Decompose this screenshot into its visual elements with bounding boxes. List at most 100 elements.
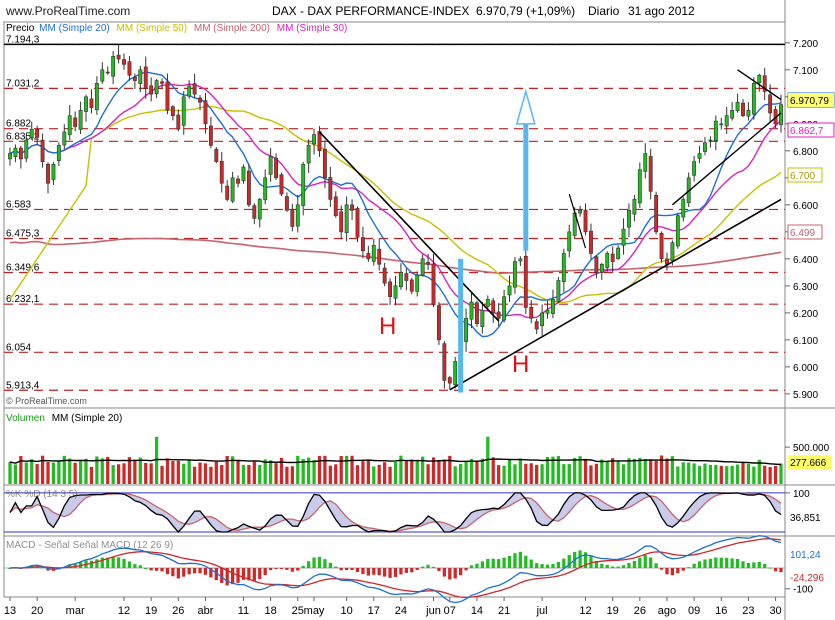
volume-bar bbox=[328, 465, 332, 484]
volume-bar bbox=[377, 464, 381, 484]
volume-bar bbox=[627, 458, 631, 484]
candle-body bbox=[382, 267, 387, 284]
blue-arrow-head bbox=[515, 88, 536, 125]
candle bbox=[491, 297, 496, 323]
volume-bar bbox=[171, 461, 175, 484]
macd-hist-bar bbox=[442, 568, 446, 577]
macd-hist-bar bbox=[719, 557, 723, 568]
candle bbox=[198, 95, 202, 111]
macd-hist-bar bbox=[171, 568, 175, 577]
candle bbox=[746, 102, 751, 121]
candle-body bbox=[523, 255, 528, 308]
candle-body bbox=[713, 120, 718, 141]
macd-hist-bar bbox=[192, 568, 197, 574]
x-tick-label: 13 bbox=[4, 605, 16, 617]
macd-hist-bar bbox=[611, 566, 615, 568]
macd-hist-bar bbox=[480, 561, 485, 568]
x-tick-label: 10 bbox=[341, 605, 353, 617]
x-tick-label: 19 bbox=[607, 605, 619, 617]
x-tick-label: 19 bbox=[145, 605, 157, 617]
stoch-k-line bbox=[9, 492, 782, 533]
badge-stoch-text: 36,851 bbox=[790, 513, 821, 524]
candle bbox=[632, 195, 637, 222]
candle-body bbox=[724, 115, 729, 127]
candle bbox=[160, 78, 164, 89]
candle bbox=[257, 198, 262, 228]
volume-bar bbox=[540, 464, 544, 484]
macd-hist-bar bbox=[334, 566, 338, 568]
candle-body bbox=[388, 281, 392, 297]
chart-title: DAX - DAX PERFORMANCE-INDEX bbox=[272, 4, 469, 18]
candle bbox=[594, 255, 599, 279]
candle bbox=[540, 304, 545, 336]
x-tick-label: mar bbox=[66, 605, 85, 617]
macd-hist-bar bbox=[714, 557, 718, 568]
macd-hist-bar bbox=[421, 566, 425, 568]
macd-hist-bar bbox=[768, 567, 772, 569]
volume-bar bbox=[334, 464, 338, 484]
candle-body bbox=[578, 209, 583, 214]
volume-bar bbox=[393, 461, 398, 484]
legend-volume: Volumen bbox=[6, 413, 45, 424]
candle-body bbox=[556, 280, 561, 302]
candle bbox=[187, 80, 192, 99]
macd-hist-bar bbox=[388, 568, 392, 578]
candle bbox=[409, 277, 414, 295]
candle-body bbox=[496, 311, 501, 319]
macd-line bbox=[9, 535, 782, 604]
macd-hist-bar bbox=[198, 568, 202, 574]
candle bbox=[605, 251, 610, 272]
macd-hist-bar bbox=[95, 559, 99, 568]
volume-bar bbox=[741, 462, 745, 484]
x-tick-label: 26 bbox=[172, 605, 184, 617]
candle bbox=[480, 301, 485, 334]
candle-body bbox=[583, 209, 588, 233]
candle-body bbox=[284, 196, 289, 211]
candle-body bbox=[252, 205, 257, 219]
macd-hist-bar bbox=[258, 568, 262, 580]
candle-body bbox=[648, 156, 653, 192]
volume-bar bbox=[290, 466, 294, 484]
macd-hist-bar bbox=[133, 564, 137, 568]
candle-body bbox=[257, 199, 262, 220]
volume-bar bbox=[632, 458, 637, 484]
macd-hist-bar bbox=[730, 558, 734, 568]
candle bbox=[659, 231, 664, 263]
candle-body bbox=[40, 139, 45, 162]
volume-bar bbox=[263, 459, 267, 484]
macd-hist-bar bbox=[160, 568, 164, 572]
copyright: © ProRealTime.com bbox=[6, 396, 87, 406]
candle-body bbox=[415, 274, 420, 292]
candle-body bbox=[518, 258, 523, 262]
candle-body bbox=[681, 199, 686, 218]
candle-body bbox=[404, 273, 409, 281]
macd-hist-bar bbox=[437, 568, 441, 571]
candle bbox=[675, 212, 680, 249]
volume-bar bbox=[62, 455, 66, 484]
x-tick-label: 26 bbox=[634, 605, 646, 617]
level-label: 5.913,4 bbox=[6, 380, 40, 391]
macd-tick-label: -100 bbox=[793, 585, 813, 596]
volume-bar bbox=[502, 465, 506, 484]
volume-bar bbox=[84, 458, 88, 484]
candle-body bbox=[692, 161, 697, 176]
candle-body bbox=[181, 96, 186, 126]
candle-body bbox=[263, 177, 268, 201]
candle bbox=[274, 153, 278, 180]
y-tick-label: 6.800 bbox=[793, 147, 818, 158]
candle bbox=[51, 161, 56, 185]
candle bbox=[621, 218, 626, 255]
candle bbox=[399, 263, 403, 290]
candle-body bbox=[143, 66, 148, 90]
macd-hist-bar bbox=[345, 568, 349, 570]
macd-hist-bar bbox=[616, 566, 620, 568]
badge-stoch: 36,851 bbox=[788, 510, 828, 524]
macd-hist-bar bbox=[220, 568, 224, 583]
candle-body bbox=[480, 309, 485, 327]
volume-bar bbox=[366, 460, 370, 484]
volume-bar bbox=[714, 464, 718, 484]
candle-body bbox=[545, 309, 550, 314]
candle-body bbox=[149, 85, 154, 95]
macd-hist-bar bbox=[670, 568, 675, 576]
